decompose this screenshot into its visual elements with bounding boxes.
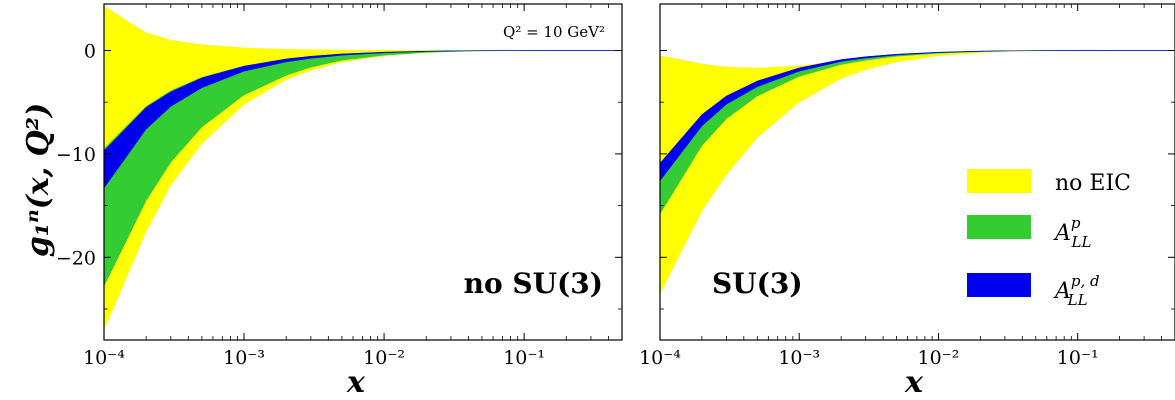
band-a-ll-p-d- <box>103 50 622 189</box>
y-tick-label: −10 <box>56 144 96 166</box>
legend-swatch-all-p <box>967 215 1031 239</box>
plot-frame <box>103 3 623 341</box>
x-tick-label: 10⁻⁴ <box>639 347 681 369</box>
y-axis-title: g₁ⁿ(x, Q²) <box>21 103 56 257</box>
panel-no-su3: 10⁻⁴ 10⁻³ 10⁻² 10⁻¹ 0 −10 −20 no SU(3) Q² = 10… <box>21 3 623 400</box>
axis-ticks: 10⁻⁴ 10⁻³ 10⁻² 10⁻¹ 0 −10 −20 <box>56 4 623 369</box>
panel-su3: 10⁻⁴ 10⁻³ 10⁻² 10⁻¹ SU(3) x <box>639 3 1175 400</box>
legend-label-all-pd: Ap, d LL <box>1053 272 1100 309</box>
plot-frame <box>659 3 1175 341</box>
band-a-ll-p-d- <box>659 50 1175 182</box>
x-tick-label: 10⁻² <box>363 347 405 369</box>
legend-swatch-all-pd <box>967 273 1031 297</box>
legend: no EIC Ap LL Ap, d LL <box>967 169 1131 309</box>
x-axis-title: x <box>904 365 924 400</box>
panel-label: no SU(3) <box>464 267 603 300</box>
panel-areas <box>659 50 1175 294</box>
y-tick-label: −20 <box>56 247 96 269</box>
q2-annotation: Q² = 10 GeV² <box>503 23 605 41</box>
axis-ticks: 10⁻⁴ 10⁻³ 10⁻² 10⁻¹ <box>639 4 1175 369</box>
x-axis-title: x <box>346 365 366 400</box>
legend-label-no-eic: no EIC <box>1055 171 1131 196</box>
legend-label-all-p: Ap LL <box>1053 214 1091 251</box>
legend-swatch-no-eic <box>967 169 1031 193</box>
x-tick-label: 10⁻³ <box>778 347 820 369</box>
y-tick-label: 0 <box>84 41 96 63</box>
x-tick-label: 10⁻³ <box>223 347 265 369</box>
x-tick-label: 10⁻¹ <box>1057 347 1099 369</box>
panel-label: SU(3) <box>712 267 803 300</box>
panel-areas <box>103 5 623 330</box>
x-tick-label: 10⁻⁴ <box>83 347 125 369</box>
x-tick-label: 10⁻² <box>918 347 960 369</box>
x-tick-label: 10⁻¹ <box>503 347 545 369</box>
